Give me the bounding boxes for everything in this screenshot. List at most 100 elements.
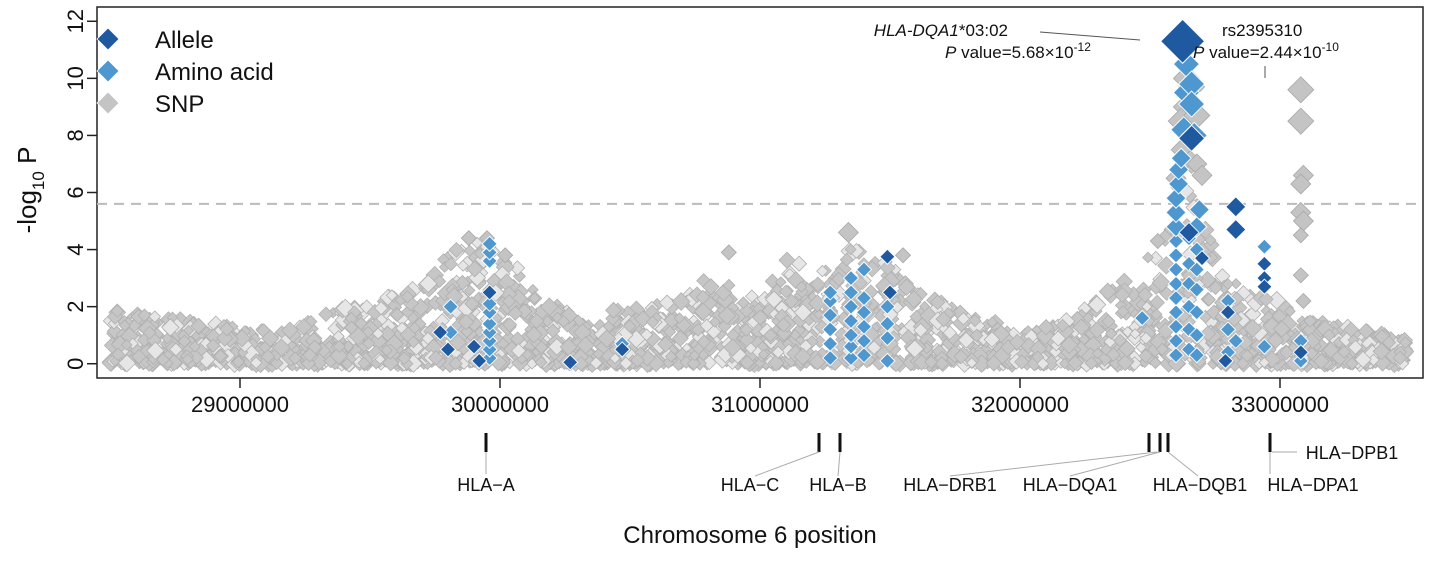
snp-cloud-point [957,331,975,349]
lead-variant-point [1159,18,1206,64]
snp-cloud-point [385,289,398,302]
snp-cloud-point [1059,357,1071,370]
snp-cloud-point [969,328,984,343]
data-point-allele [1193,250,1211,267]
snp-cloud-point [1399,336,1412,349]
snp-cloud-point [231,355,245,369]
data-point-amino-acid [1167,261,1185,278]
snp-cloud-point [1151,273,1171,293]
data-point-amino-acid [1256,338,1273,355]
snp-cloud-point [589,356,603,370]
snp-cloud-point [261,329,280,348]
snp-cloud-point [501,294,517,309]
snp-cloud-point [545,323,561,339]
data-point-allele [1177,124,1206,152]
snp-cloud-point [183,324,195,337]
data-point-amino-acid [822,349,839,367]
snp-cloud-point [448,241,465,258]
snp-cloud-point [1098,282,1117,301]
data-point-amino-acid [842,327,860,344]
snp-cloud-point [1262,316,1282,336]
snp-cloud-point [1199,325,1217,342]
snp-cloud-point [696,334,712,350]
data-point-allele [1178,221,1200,244]
snp-cloud-point [592,347,605,360]
data-point-amino-acid [1167,289,1185,307]
gene-hla-dqa1-label: HLA−DQA1 [1023,475,1118,495]
snp-cloud-point [1337,345,1351,359]
snp-cloud-point [534,340,549,355]
data-point-amino-acid [842,269,860,287]
gene-hla-dpa1-label: HLA−DPA1 [1267,475,1358,495]
snp-cloud-point [1113,333,1128,348]
snp-cloud-point [332,339,346,353]
snp-cloud-point [1091,347,1104,360]
annotation-dqa1-label: HLA-DQA1*03:02 [874,21,1008,40]
snp-cloud-point [763,328,778,343]
data-point-snp [460,230,477,247]
snp-cloud-point [786,271,805,290]
snp-cloud-point [362,336,376,351]
snp-cloud-point [795,280,808,293]
data-point-amino-acid [481,332,498,350]
snp-cloud-point [968,314,982,328]
snp-cloud-point [559,306,578,325]
data-point-amino-acid [481,235,498,253]
data-point-amino-acid [1256,238,1273,255]
data-point-amino-acid [1167,247,1185,264]
snp-cloud-point [421,331,435,346]
snp-cloud-point [1072,318,1091,336]
snp-cloud-point [131,348,147,365]
snp-cloud-point [671,292,691,311]
snp-cloud-point [1322,341,1340,359]
data-point-amino-acid [1219,321,1237,338]
annotation-rs2395310-label: rs2395310 [1222,21,1302,40]
snp-cloud-point [929,294,946,311]
snp-cloud-point [329,346,349,365]
snp-cloud-point [739,322,754,337]
annotations: HLA-DQA1*03:02 P value=5.68×10-12 rs2395… [874,21,1339,78]
data-point-amino-acid [481,341,498,358]
data-point-allele [465,338,483,355]
snp-cloud-point [295,318,313,336]
gene-hla-dpb1: HLA−DPB1 [1272,443,1398,463]
snp-cloud-point [1229,291,1245,307]
gene-hla-a: HLA−A [457,433,515,495]
gene-hla-drb1-leader [949,451,1158,477]
gene-hla-c-leader [754,451,820,477]
snp-cloud-point [1078,333,1090,346]
snp-cloud-point [1345,356,1359,371]
snp-cloud-point [953,349,969,365]
snp-cloud-point [805,335,819,349]
snp-cloud-point [1138,348,1154,364]
data-point-allele [1225,196,1247,218]
snp-cloud-point [1354,350,1372,369]
data-point-amino-acid [855,304,873,321]
data-point-amino-acid [1227,332,1244,350]
data-point-amino-acid [842,298,860,315]
snp-cloud-point [942,325,958,341]
snp-cloud-point [146,341,165,360]
snp-cloud-point [302,347,318,363]
snp-cloud-point [169,342,183,357]
data-point-allele [439,341,457,358]
snp-cloud-point [866,340,882,356]
data-point-amino-acid [481,244,498,261]
data-point-amino-acid [481,252,498,270]
data-point-allele [562,354,579,371]
snp-cloud-point [400,290,414,304]
snp-cloud-point [390,307,405,323]
gene-hla-dpa1: HLA−DPA1 [1267,433,1359,495]
legend-label: SNP [155,91,204,118]
snp-cloud-point [779,284,794,299]
gene-track: HLA−A HLA−C HLA−B HLA−DRB1 HLA−DQA1 HLA−… [457,433,1398,495]
data-point-allele [1217,352,1234,370]
snp-cloud-point [702,278,720,296]
snp-cloud-point [919,306,939,325]
data-point-amino-acid [842,284,860,301]
snp-cloud-point [717,306,737,325]
legend: Allele Amino acid SNP [96,27,274,118]
data-point-amino-acid [1165,201,1187,224]
snp-cloud-point [357,356,371,370]
data-point-allele [614,341,631,358]
